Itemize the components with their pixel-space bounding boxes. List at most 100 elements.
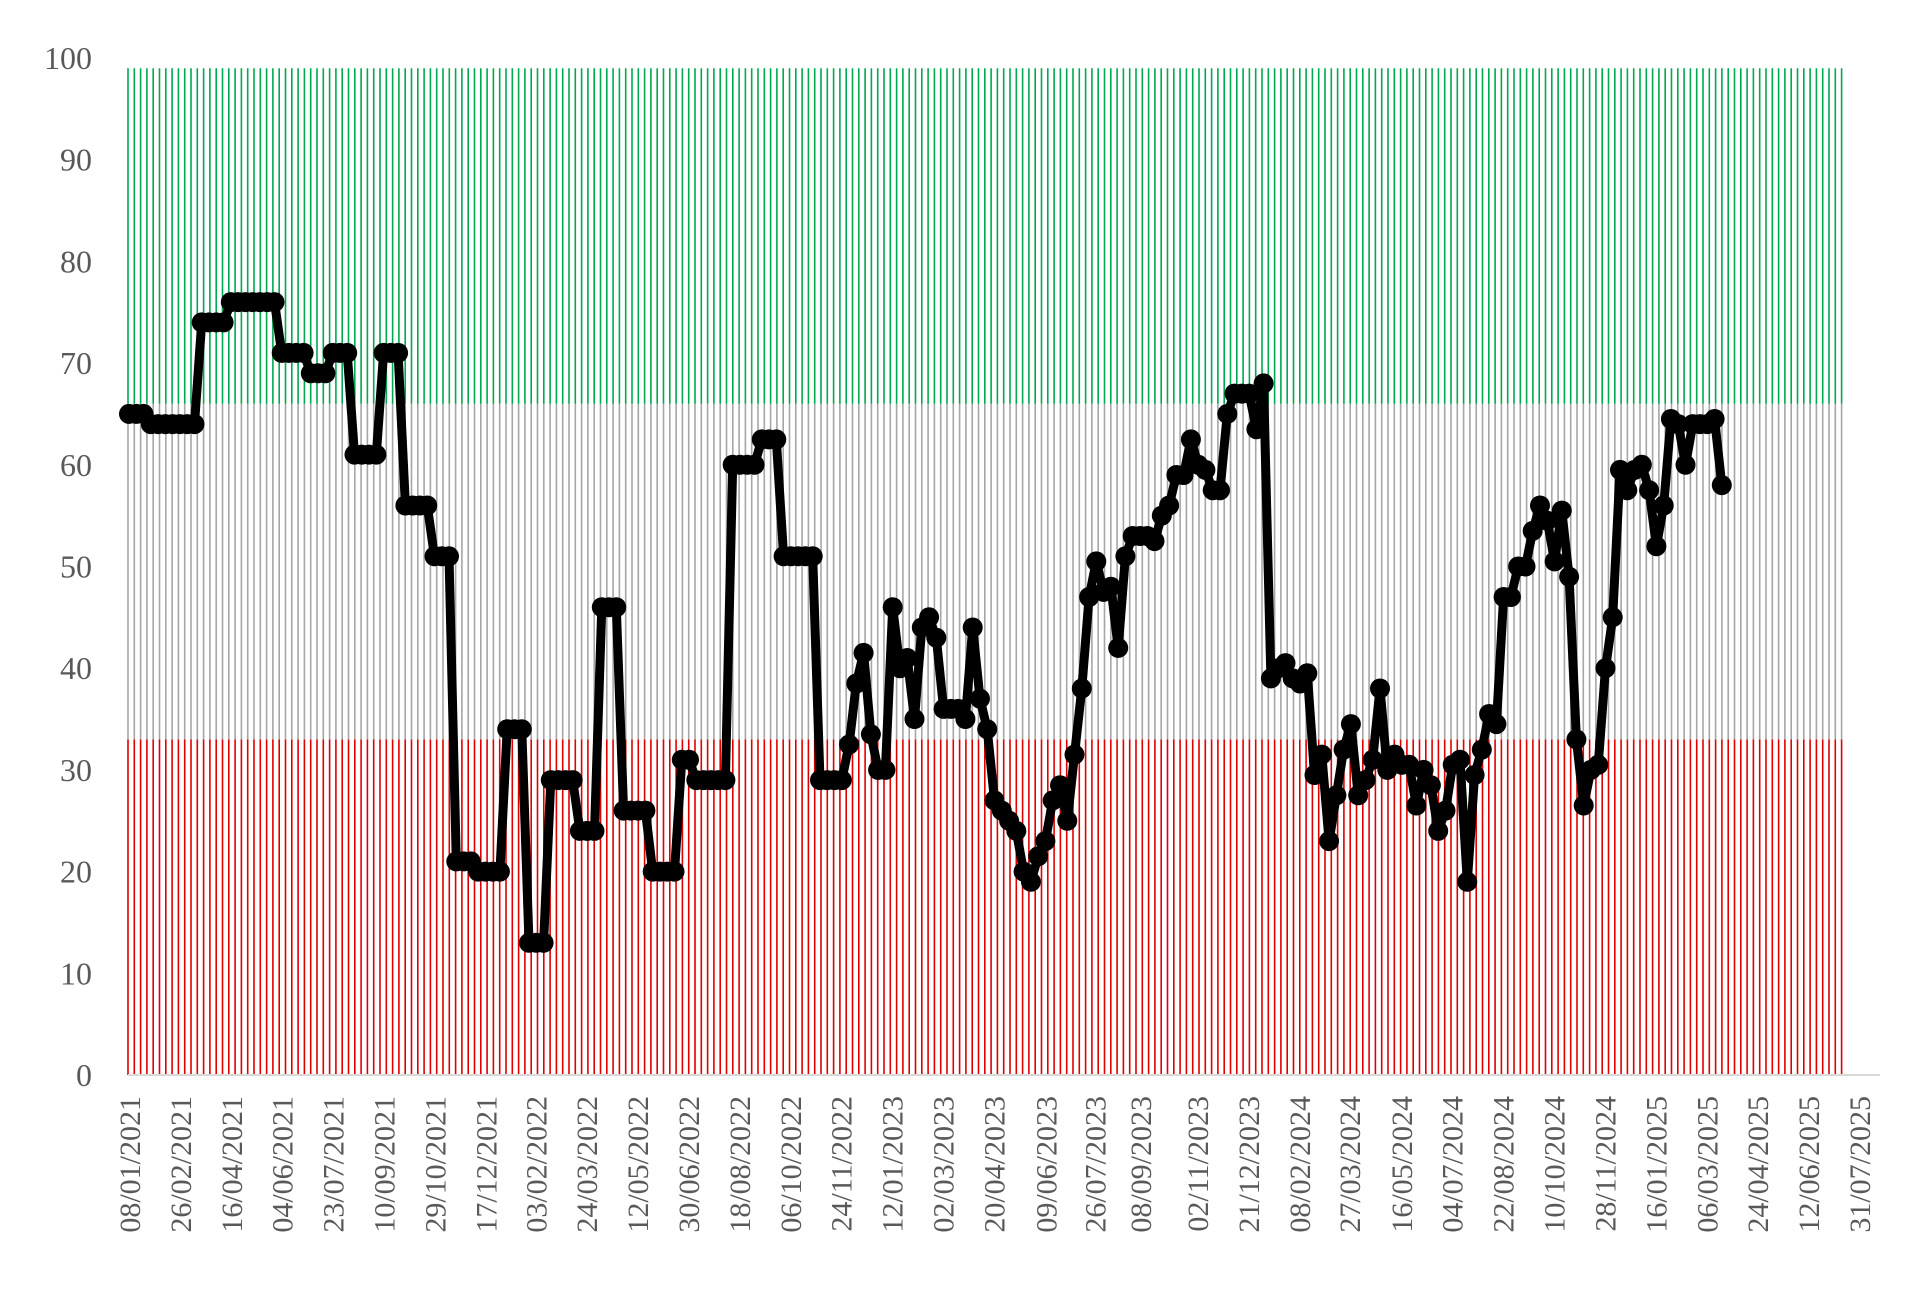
data-point [1210, 480, 1230, 501]
data-point [1311, 744, 1332, 765]
y-tick-label: 60 [60, 447, 92, 483]
data-point [1304, 765, 1325, 785]
data-point [1522, 520, 1543, 541]
data-point [1617, 480, 1638, 501]
x-tick-label: 06/03/2025 [1691, 1096, 1724, 1233]
x-tick-label: 20/04/2023 [979, 1096, 1012, 1233]
data-point [1355, 770, 1376, 791]
data-point [264, 292, 285, 313]
data-point [511, 719, 532, 740]
x-tick-label: 24/04/2025 [1742, 1096, 1775, 1233]
data-point [1588, 754, 1609, 775]
x-tick-label: 10/10/2024 [1539, 1096, 1572, 1233]
data-point [1486, 714, 1507, 735]
x-tick-label: 16/05/2024 [1386, 1096, 1419, 1233]
data-point [664, 861, 685, 882]
data-point [1668, 414, 1689, 435]
x-tick-label: 09/06/2023 [1030, 1096, 1063, 1233]
data-point [1450, 749, 1470, 770]
data-point [919, 607, 940, 628]
data-point [1064, 744, 1085, 765]
data-point [1537, 510, 1558, 531]
data-point [1297, 663, 1318, 684]
data-point [882, 597, 903, 618]
data-point [1471, 739, 1492, 760]
data-point [679, 749, 699, 770]
y-tick-label: 100 [44, 40, 92, 76]
data-point [1144, 531, 1165, 552]
data-point [489, 861, 510, 882]
background-band-1 [127, 739, 1843, 1075]
x-tick-label: 12/05/2022 [622, 1096, 655, 1233]
data-point [1639, 480, 1660, 501]
y-tick-label: 70 [60, 345, 92, 381]
data-point [635, 800, 656, 821]
data-point [831, 770, 852, 791]
data-point [1566, 729, 1587, 750]
data-point [1631, 454, 1652, 475]
data-point [897, 648, 918, 668]
data-point [1006, 820, 1027, 841]
data-point [1180, 429, 1201, 450]
y-tick-label: 90 [60, 142, 92, 178]
data-point [1646, 536, 1667, 557]
data-point [1530, 495, 1550, 516]
data-point [1173, 465, 1194, 485]
x-tick-label: 12/06/2025 [1793, 1096, 1826, 1233]
data-point [1435, 800, 1456, 821]
x-tick-label: 10/09/2021 [369, 1096, 402, 1233]
data-point [904, 709, 925, 729]
data-point [388, 342, 409, 363]
background-bands [127, 68, 1843, 1075]
x-tick-label: 17/12/2021 [470, 1096, 503, 1233]
x-tick-label: 22/08/2024 [1488, 1096, 1521, 1233]
data-point [1602, 607, 1623, 628]
data-point [1333, 739, 1354, 760]
data-point [1500, 587, 1521, 607]
data-point [184, 414, 205, 435]
data-point [1406, 795, 1427, 816]
data-point [1239, 383, 1260, 404]
data-point [1326, 785, 1347, 806]
data-point [977, 719, 998, 740]
data-point [1559, 566, 1580, 587]
x-tick-label: 08/02/2024 [1284, 1096, 1317, 1233]
data-point [1653, 495, 1674, 516]
data-point [1071, 678, 1092, 699]
data-point [970, 688, 990, 709]
data-point [1042, 790, 1063, 811]
y-tick-label: 0 [76, 1057, 92, 1093]
x-tick-label: 29/10/2021 [420, 1096, 453, 1233]
data-point [1108, 637, 1129, 658]
data-point [533, 932, 554, 953]
data-point [1711, 475, 1732, 496]
x-tick-label: 02/03/2023 [928, 1096, 961, 1233]
data-point [1020, 871, 1041, 892]
data-point [337, 342, 358, 363]
x-tick-label: 04/07/2024 [1437, 1096, 1470, 1233]
x-tick-label: 31/07/2025 [1844, 1096, 1877, 1233]
data-point [860, 724, 881, 745]
data-point [766, 429, 787, 450]
data-point [744, 454, 765, 475]
data-point [562, 770, 583, 791]
data-point [962, 617, 983, 638]
data-point [1428, 820, 1449, 841]
data-point [1035, 831, 1056, 852]
data-point [715, 770, 736, 791]
data-point [417, 495, 438, 516]
x-tick-label: 06/10/2022 [775, 1096, 808, 1233]
data-point [1217, 403, 1238, 424]
x-tick-label: 28/11/2024 [1589, 1096, 1622, 1232]
y-tick-label: 10 [60, 955, 92, 991]
x-tick-label: 18/08/2022 [724, 1096, 757, 1233]
data-point [1675, 454, 1696, 475]
data-point [1086, 551, 1107, 572]
data-point [853, 642, 874, 663]
data-point [1610, 459, 1630, 480]
data-point [1464, 765, 1485, 785]
x-tick-label: 21/12/2023 [1233, 1096, 1266, 1233]
series-layer [119, 292, 1732, 953]
x-tick-label: 23/07/2021 [318, 1096, 351, 1233]
data-point [1340, 714, 1361, 735]
